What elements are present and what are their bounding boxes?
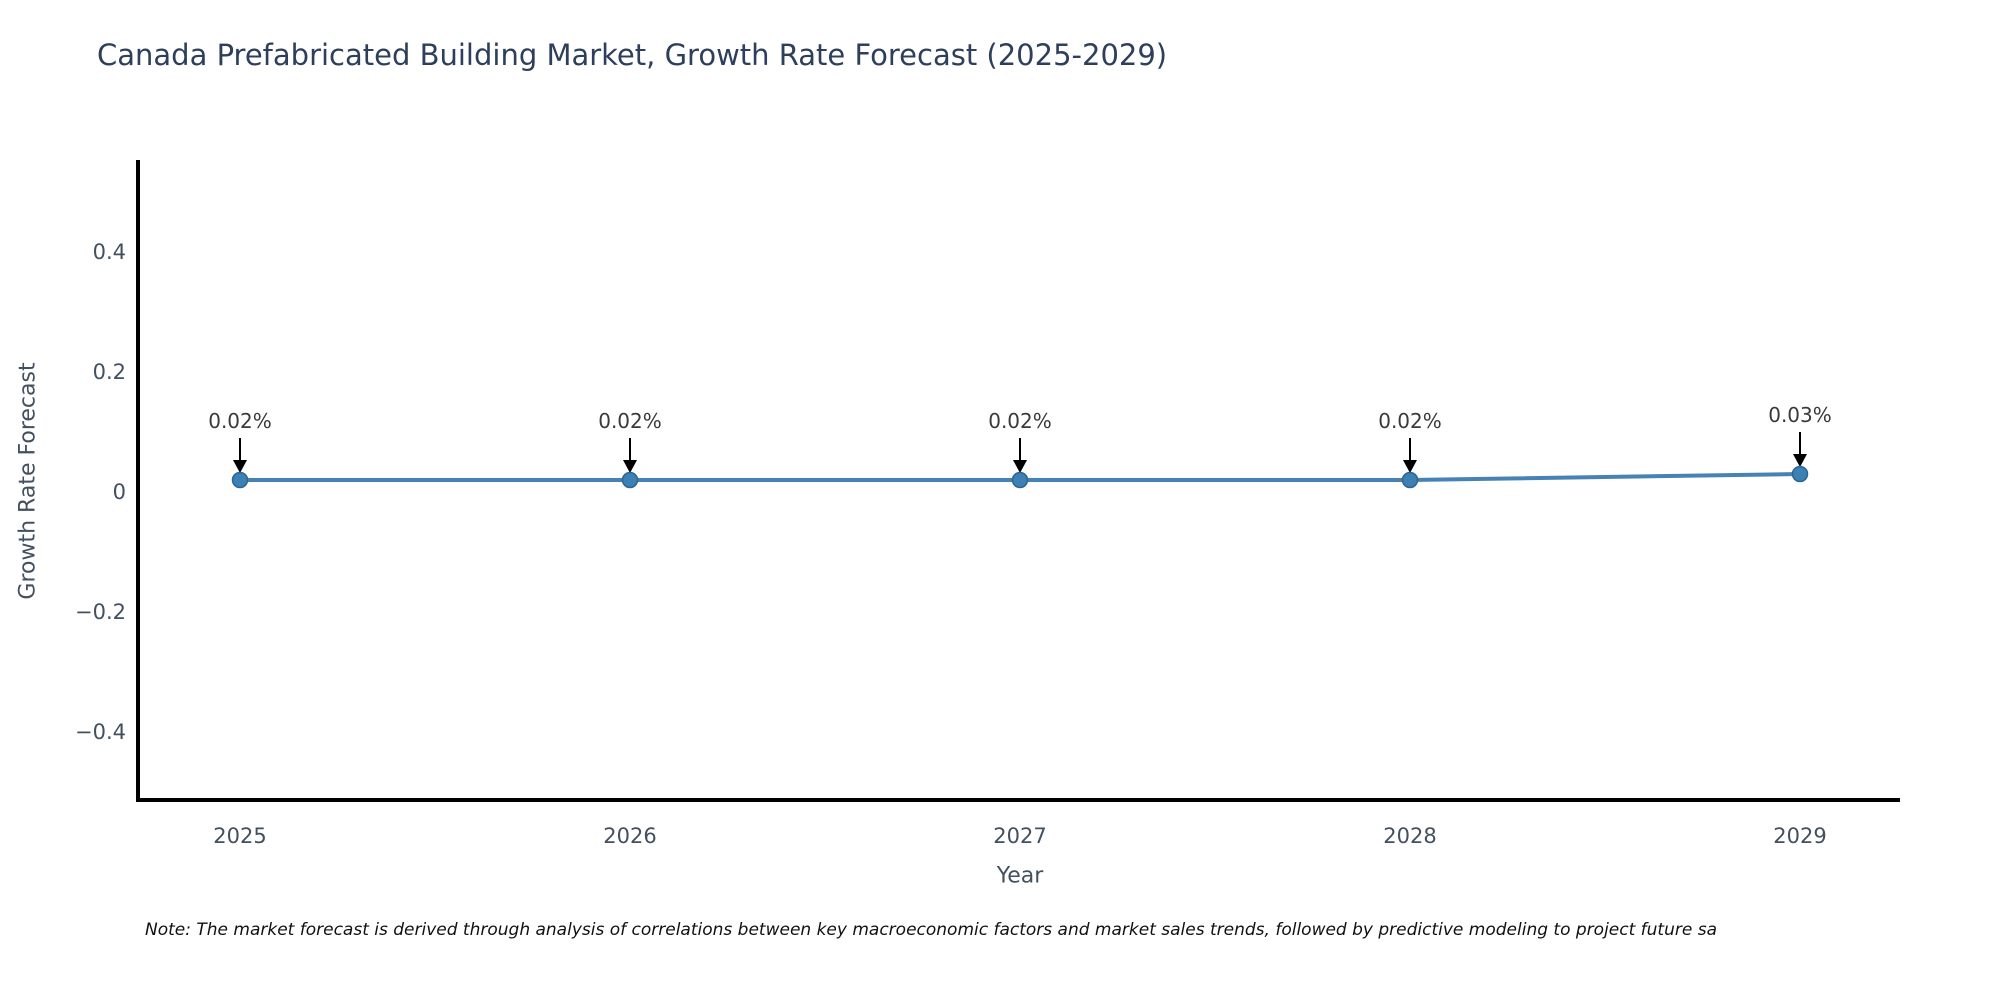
point-value-label: 0.02%	[208, 409, 272, 433]
footnote: Note: The market forecast is derived thr…	[145, 920, 1717, 940]
x-tick-label: 2026	[603, 824, 656, 848]
annotation-arrowhead-icon	[233, 460, 247, 473]
x-tick-label: 2029	[1773, 824, 1826, 848]
x-tick-label: 2025	[213, 824, 266, 848]
annotation-arrowhead-icon	[623, 460, 637, 473]
y-tick-label: 0	[113, 480, 126, 504]
point-value-label: 0.02%	[598, 409, 662, 433]
annotation-arrowhead-icon	[1403, 460, 1417, 473]
data-point-marker	[1401, 471, 1419, 489]
x-tick-label: 2027	[993, 824, 1046, 848]
point-value-label: 0.02%	[1378, 409, 1442, 433]
data-point-marker	[231, 471, 249, 489]
y-tick-label: 0.2	[93, 360, 126, 384]
chart-title: Canada Prefabricated Building Market, Gr…	[97, 38, 1168, 72]
y-axis-label: Growth Rate Forecast	[15, 362, 41, 600]
x-axis-label: Year	[996, 863, 1044, 889]
annotation-arrowhead-icon	[1793, 454, 1807, 467]
y-tick-label: −0.4	[75, 720, 126, 744]
point-value-label: 0.02%	[988, 409, 1052, 433]
annotation-arrowhead-icon	[1013, 460, 1027, 473]
data-point-marker	[621, 471, 639, 489]
point-value-label: 0.03%	[1768, 403, 1832, 427]
data-point-marker	[1011, 471, 1029, 489]
x-tick-label: 2028	[1383, 824, 1436, 848]
y-tick-label: 0.4	[93, 240, 126, 264]
y-tick-label: −0.2	[75, 600, 126, 624]
data-point-marker	[1791, 465, 1809, 483]
